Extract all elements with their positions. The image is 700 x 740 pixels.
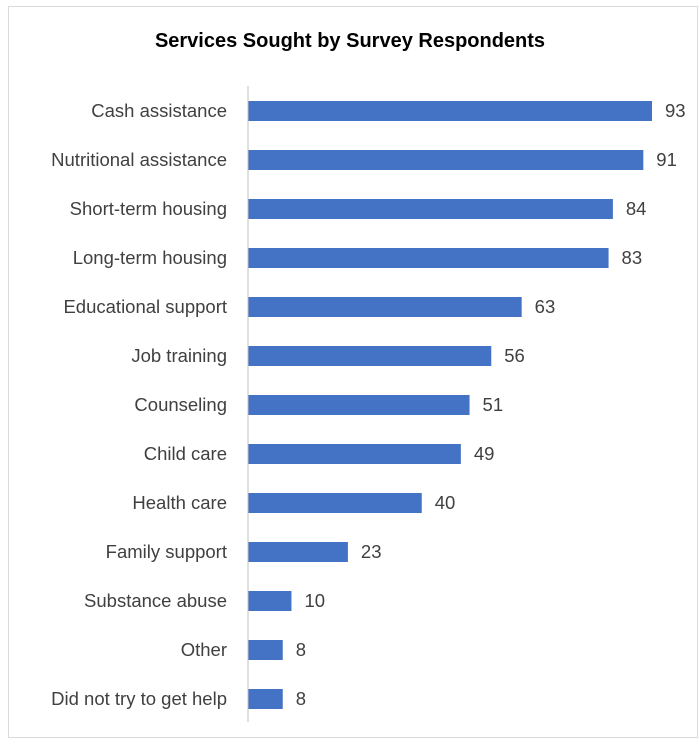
category-label: Substance abuse xyxy=(84,590,227,611)
bar xyxy=(248,297,522,317)
bar xyxy=(248,150,644,170)
bar xyxy=(248,640,283,660)
chart-frame xyxy=(8,6,698,738)
bar xyxy=(248,542,348,562)
data-label: 84 xyxy=(626,198,647,219)
data-label: 40 xyxy=(435,492,456,513)
bar xyxy=(248,248,609,268)
bar xyxy=(248,493,422,513)
data-label: 51 xyxy=(483,394,504,415)
data-label: 23 xyxy=(361,541,382,562)
category-label: Health care xyxy=(132,492,227,513)
category-label: Educational support xyxy=(63,296,227,317)
data-label: 91 xyxy=(656,149,677,170)
data-label: 83 xyxy=(622,247,643,268)
category-label: Family support xyxy=(106,541,227,562)
chart-title: Services Sought by Survey Respondents xyxy=(154,30,546,52)
data-label: 63 xyxy=(535,296,556,317)
data-label: 10 xyxy=(304,590,325,611)
category-label: Child care xyxy=(144,443,227,464)
category-label: Other xyxy=(181,639,227,660)
category-label: Did not try to get help xyxy=(51,688,227,709)
category-label: Counseling xyxy=(134,394,227,415)
data-label: 8 xyxy=(296,639,306,660)
category-label: Nutritional assistance xyxy=(51,149,227,170)
bar xyxy=(248,591,292,611)
bar xyxy=(248,395,470,415)
bar xyxy=(248,101,652,121)
data-label: 93 xyxy=(665,100,686,121)
category-label: Job training xyxy=(131,345,227,366)
bar xyxy=(248,199,613,219)
data-label: 8 xyxy=(296,688,306,709)
bar xyxy=(248,444,461,464)
category-label: Cash assistance xyxy=(91,100,227,121)
category-label: Long-term housing xyxy=(73,247,227,268)
data-label: 49 xyxy=(474,443,495,464)
bar xyxy=(248,346,492,366)
bar xyxy=(248,689,283,709)
data-label: 56 xyxy=(504,345,525,366)
category-label: Short-term housing xyxy=(70,198,227,219)
